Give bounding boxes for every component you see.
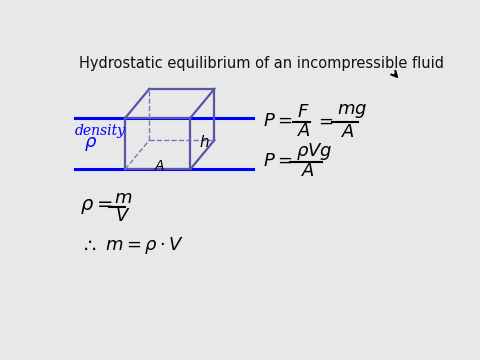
Text: $\rho =$: $\rho =$: [81, 197, 113, 216]
Text: $A$: $A$: [301, 162, 315, 180]
Text: $F$: $F$: [297, 104, 310, 121]
Text: $P=$: $P=$: [263, 112, 292, 130]
Text: $\rho$: $\rho$: [84, 135, 97, 153]
Text: $mg$: $mg$: [337, 102, 367, 120]
Text: A: A: [155, 159, 164, 173]
Text: density: density: [75, 123, 126, 138]
Text: $\therefore$: $\therefore$: [81, 236, 97, 255]
Text: $A$: $A$: [297, 122, 312, 140]
Text: $=$: $=$: [315, 112, 334, 130]
Text: $m$: $m$: [114, 189, 132, 207]
Text: $P=$: $P=$: [263, 152, 292, 170]
Text: $A$: $A$: [341, 123, 355, 141]
Text: Hydrostatic equilibrium of an incompressible fluid: Hydrostatic equilibrium of an incompress…: [79, 56, 444, 71]
Text: h: h: [200, 135, 209, 150]
Text: $\rho Vg$: $\rho Vg$: [296, 141, 333, 162]
Text: $m = \rho \cdot V$: $m = \rho \cdot V$: [105, 235, 184, 256]
Text: $V$: $V$: [115, 207, 131, 225]
